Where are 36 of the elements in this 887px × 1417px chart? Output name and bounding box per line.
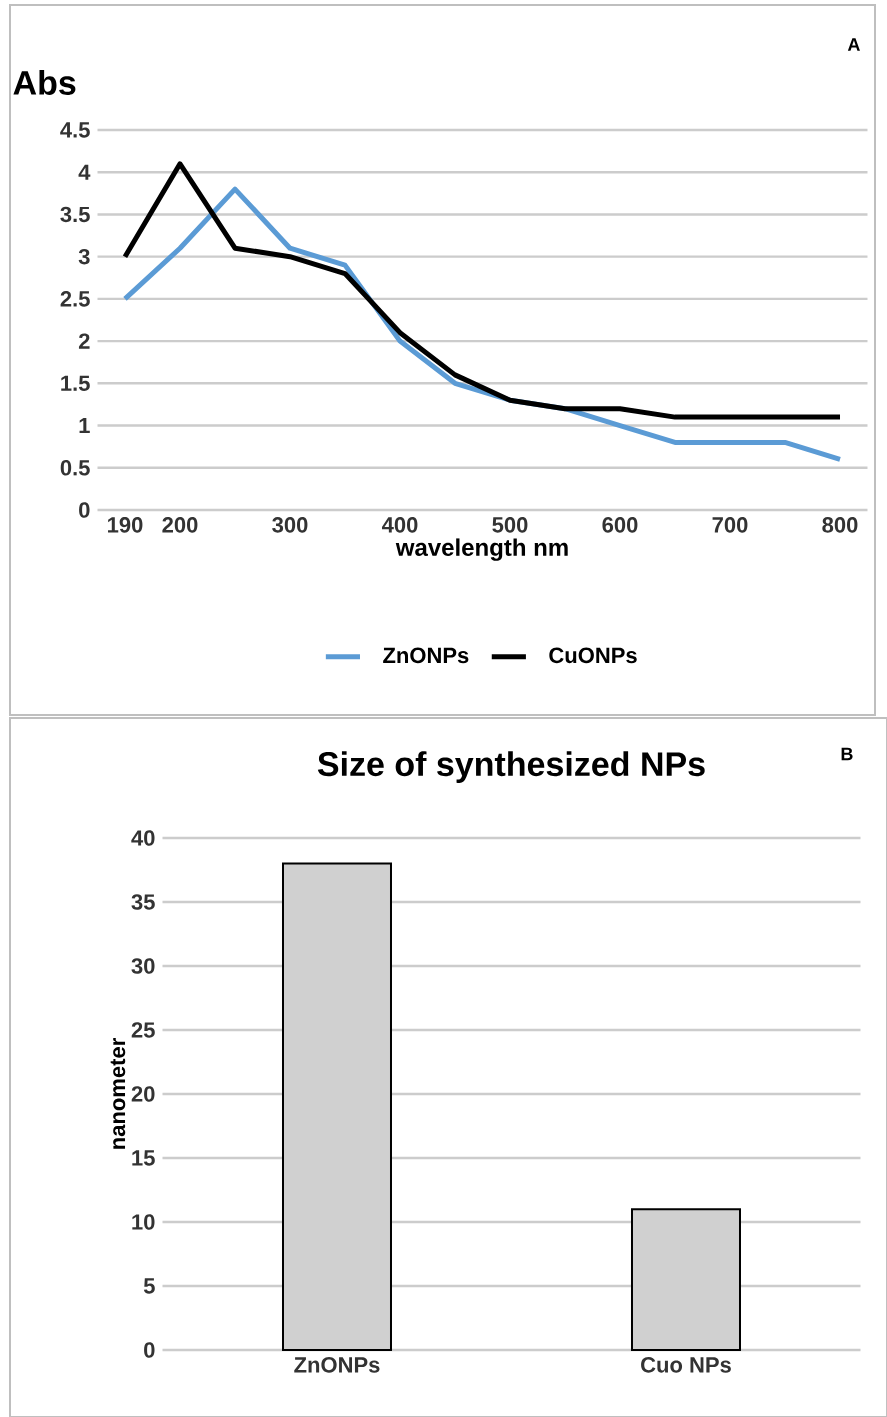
x-tick-label: 190: [108, 517, 143, 533]
x-tick-label: 600: [602, 517, 638, 533]
y-tick-label: 1: [79, 418, 90, 434]
x-tick-label: 800: [822, 517, 858, 533]
x-tick-label: Cuo NPs: [641, 1357, 731, 1373]
x-tick-label: 200: [162, 517, 198, 533]
y-tick-label: 2.5: [60, 291, 90, 307]
y-tick-label: 5: [143, 1278, 155, 1294]
legend-label: ZnONPs: [383, 647, 469, 664]
y-axis-title: nanometer: [110, 1038, 126, 1149]
chart-title: Size of synthesized NPs: [317, 751, 705, 783]
y-tick-label: 10: [132, 1214, 155, 1230]
y-tick-label: 4.5: [60, 122, 90, 138]
y-tick-label: 0: [79, 502, 90, 518]
y-tick-label: 15: [132, 1150, 155, 1166]
y-tick-label: 35: [131, 894, 155, 910]
y-axis-title: Abs: [13, 69, 76, 95]
y-tick-label: 0.5: [60, 460, 90, 476]
y-tick-label: 25: [131, 1022, 155, 1038]
y-tick-label: 3.5: [60, 206, 90, 223]
legend-label: CuONPs: [549, 647, 637, 664]
text: B: [841, 747, 853, 761]
y-tick-label: 3: [78, 248, 90, 265]
y-tick-label: 30: [131, 958, 155, 974]
text: A: [847, 38, 860, 51]
y-tick-label: 4: [78, 164, 91, 180]
x-tick-label: 400: [381, 517, 418, 533]
y-tick-label: 1.5: [61, 375, 90, 392]
x-tick-label: 300: [272, 517, 308, 533]
x-axis-title: wavelength nm: [395, 538, 568, 561]
y-tick-label: 2: [78, 333, 90, 349]
x-tick-label: 700: [712, 517, 748, 533]
y-tick-label: 0: [144, 1342, 155, 1358]
x-tick-label: 500: [492, 517, 528, 533]
y-tick-label: 40: [131, 830, 155, 846]
y-tick-label: 20: [131, 1086, 155, 1102]
